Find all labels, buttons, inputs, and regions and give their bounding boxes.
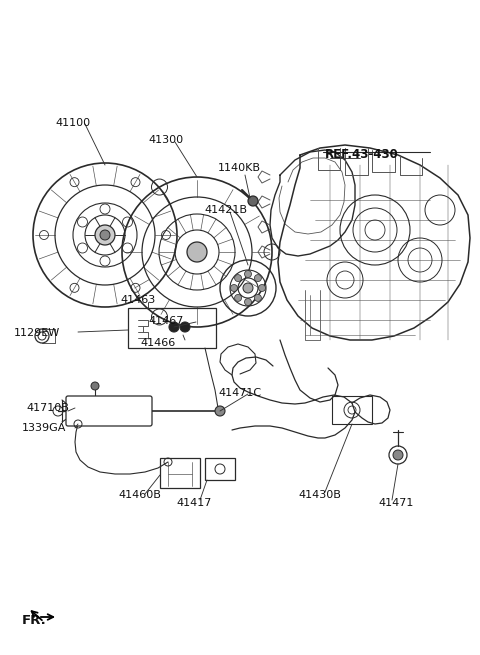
- Text: 41100: 41100: [55, 118, 90, 128]
- Text: 41421B: 41421B: [204, 205, 247, 215]
- Circle shape: [259, 284, 265, 291]
- Circle shape: [187, 242, 207, 262]
- Text: 1339GA: 1339GA: [22, 423, 66, 433]
- Text: 41466: 41466: [140, 338, 175, 348]
- Text: 1140KB: 1140KB: [218, 163, 261, 173]
- Text: REF.43-430: REF.43-430: [325, 148, 399, 161]
- Circle shape: [254, 294, 262, 301]
- Text: 41471: 41471: [378, 498, 413, 508]
- Text: FR.: FR.: [22, 614, 47, 627]
- Text: 41463: 41463: [120, 295, 155, 305]
- Circle shape: [180, 322, 190, 332]
- Circle shape: [243, 283, 253, 293]
- Text: 41460B: 41460B: [118, 490, 161, 500]
- Text: 41300: 41300: [148, 135, 183, 145]
- Bar: [205, 458, 235, 480]
- Text: 41430B: 41430B: [298, 490, 341, 500]
- Circle shape: [244, 299, 252, 305]
- Text: 41467: 41467: [148, 316, 183, 326]
- Circle shape: [244, 271, 252, 278]
- Circle shape: [248, 196, 258, 206]
- Circle shape: [95, 225, 115, 245]
- Circle shape: [100, 230, 110, 240]
- Text: 1129EW: 1129EW: [14, 328, 60, 338]
- Circle shape: [91, 382, 99, 390]
- Circle shape: [254, 274, 262, 282]
- Text: 41417: 41417: [176, 498, 211, 508]
- Text: 41710B: 41710B: [26, 403, 69, 413]
- Circle shape: [235, 294, 241, 301]
- Circle shape: [215, 406, 225, 416]
- Circle shape: [230, 284, 238, 291]
- FancyBboxPatch shape: [66, 396, 152, 426]
- Text: 41471C: 41471C: [218, 388, 261, 398]
- Circle shape: [235, 274, 241, 282]
- Bar: [160, 458, 200, 488]
- Circle shape: [169, 322, 179, 332]
- Circle shape: [393, 450, 403, 460]
- Bar: [332, 396, 372, 424]
- Bar: [128, 308, 216, 348]
